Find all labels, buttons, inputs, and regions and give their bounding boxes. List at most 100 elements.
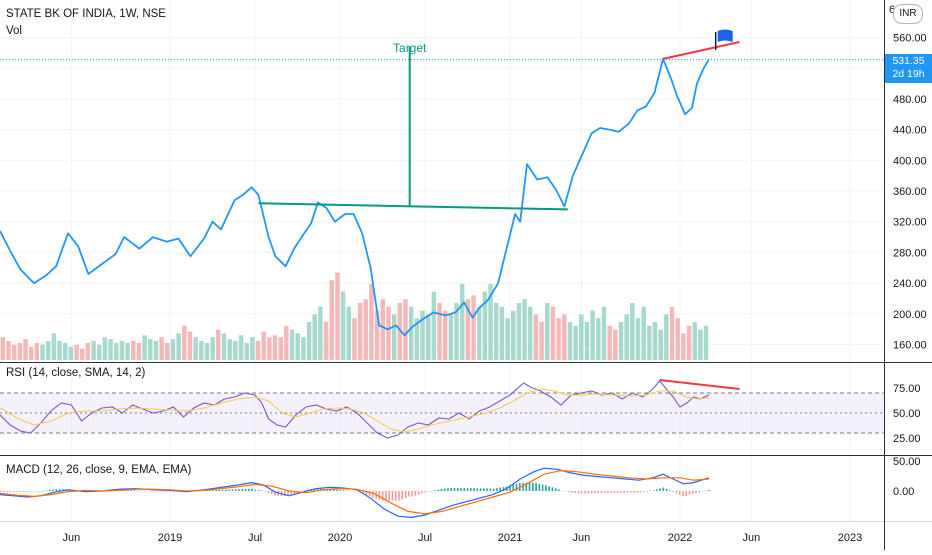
volume-bar [57,341,62,360]
macd-histogram-bar [52,489,54,491]
price-axis-tick: 440.00 [893,125,927,137]
volume-bar [170,339,176,360]
macd-histogram-bar [705,490,707,492]
macd-histogram-bar [401,491,404,500]
volume-bar [182,325,187,360]
macd-histogram-bar [492,488,495,491]
time-axis-label: Jun [63,532,81,544]
volume-bar [11,344,17,360]
volume-bar [584,322,590,360]
macd-histogram-bar [548,486,550,491]
macd-histogram-bar [473,488,475,491]
macd-histogram-bar [561,490,564,492]
volume-bar [340,291,346,360]
currency-button[interactable]: INR [893,4,923,24]
macd-histogram-bar [427,491,430,492]
macd-histogram-bar [339,490,342,491]
price-axis-tick: 400.00 [893,155,927,167]
volume-bar [6,341,11,360]
time-axis-label: Jul [248,532,262,544]
volume-bar [686,325,692,360]
volume-bar [289,329,295,360]
volume-label: Vol [6,25,22,37]
macd-histogram-bar [659,488,661,491]
price-axis-tick: 240.00 [893,278,927,290]
bar-countdown: 2d 19h [892,68,925,80]
volume-bar [448,314,454,360]
macd-histogram-bar [610,491,612,493]
volume-bar [596,318,601,360]
volume-bar [335,272,340,360]
volume-bar [238,335,244,360]
macd-histogram-bar [571,491,573,493]
macd-histogram-bar [558,489,560,491]
macd-histogram-bar [143,490,146,492]
macd-histogram-bar [244,488,247,491]
macd-histogram-bar [159,491,162,492]
macd-histogram-bar [463,488,466,491]
volume-bar [635,318,641,360]
price-axis-tick: 280.00 [893,247,927,259]
volume-bar [199,341,204,360]
volume-bar [471,295,476,360]
volume-bar [618,322,624,360]
volume-bar [613,329,618,360]
macd-histogram-bar [62,489,64,491]
volume-bar [250,337,255,360]
macd-histogram-bar [580,491,583,494]
volume-bar [511,310,516,360]
time-axis-label: 2019 [158,532,182,544]
macd-histogram-bar [443,488,446,491]
macd-histogram-bar [698,491,701,493]
volume-bar [125,342,130,360]
volume-bar [295,333,300,360]
macd-histogram-bar [163,491,165,492]
macd-histogram-bar [228,489,231,491]
volume-bar [142,335,147,360]
volume-bar [516,303,522,360]
macd-histogram-bar [525,482,528,491]
volume-bar [23,339,28,360]
volume-bar [624,314,629,360]
macd-histogram-bar [248,488,250,491]
volume-bar [318,306,323,360]
macd-histogram-bar [329,489,332,491]
macd-histogram-bar [587,491,590,494]
macd-histogram-bar [156,491,159,492]
volume-bar [51,333,57,360]
macd-histogram-bar [225,489,227,491]
macd-histogram-bar [600,491,603,494]
macd-histogram-bar [450,488,453,491]
macd-histogram-bar [554,488,557,491]
rsi-sma-line [0,388,709,433]
volume-bar [34,342,40,360]
macd-axis-tick: 0.00 [893,486,914,498]
macd-histogram-bar [535,483,537,491]
macd-histogram-bar [48,489,51,491]
volume-bar [187,331,193,360]
volume-bar [601,306,607,360]
macd-histogram-bar [42,490,45,492]
macd-histogram-bar [489,488,492,491]
macd-histogram-bar [3,491,5,493]
macd-histogram-bar [146,491,149,492]
volume-bar [403,299,408,360]
macd-histogram-bar [306,489,309,491]
macd-histogram-bar [26,491,28,493]
volume-bar [482,291,488,360]
current-price-tag: 531.35 2d 19h [885,54,932,83]
macd-histogram-bar [466,488,469,491]
volume-bar [193,337,198,360]
time-axis-label: 2020 [328,532,352,544]
macd-histogram-bar [283,491,286,496]
volume-bar [108,339,113,360]
rsi-label: RSI (14, close, SMA, 14, 2) [6,367,146,379]
macd-histogram-bar [652,490,655,491]
macd-histogram-bar [215,489,218,491]
time-axis-label: Jun [573,532,591,544]
macd-histogram-bar [633,491,635,493]
macd-histogram-bar [300,491,302,492]
volume-bar [346,306,352,360]
